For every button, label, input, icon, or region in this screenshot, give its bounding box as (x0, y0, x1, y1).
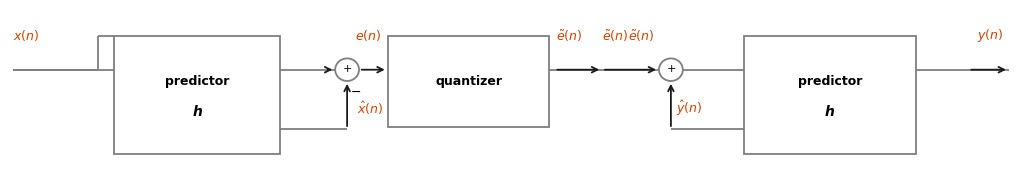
Text: $\tilde{e}(n)$: $\tilde{e}(n)$ (602, 28, 629, 44)
Text: predictor: predictor (798, 75, 862, 88)
Text: $+$: $+$ (665, 63, 676, 74)
Text: $e(n)$: $e(n)$ (356, 28, 381, 43)
Text: $\tilde{e}(n)$: $\tilde{e}(n)$ (555, 28, 582, 44)
Text: $+$: $+$ (342, 63, 353, 74)
Text: h: h (824, 105, 835, 119)
Text: $x(n)$: $x(n)$ (13, 28, 40, 43)
Bar (114, 36, 280, 154)
Text: $\tilde{e}(n)$: $\tilde{e}(n)$ (628, 28, 654, 44)
Text: $-$: $-$ (350, 85, 361, 98)
Text: quantizer: quantizer (435, 75, 502, 88)
Bar (744, 36, 916, 154)
Text: predictor: predictor (165, 75, 229, 88)
Bar (387, 36, 549, 127)
Text: $\hat{x}(n)$: $\hat{x}(n)$ (358, 100, 383, 117)
Text: h: h (193, 105, 203, 119)
Text: $\hat{y}(n)$: $\hat{y}(n)$ (676, 99, 702, 118)
Text: $y(n)$: $y(n)$ (977, 27, 1004, 44)
